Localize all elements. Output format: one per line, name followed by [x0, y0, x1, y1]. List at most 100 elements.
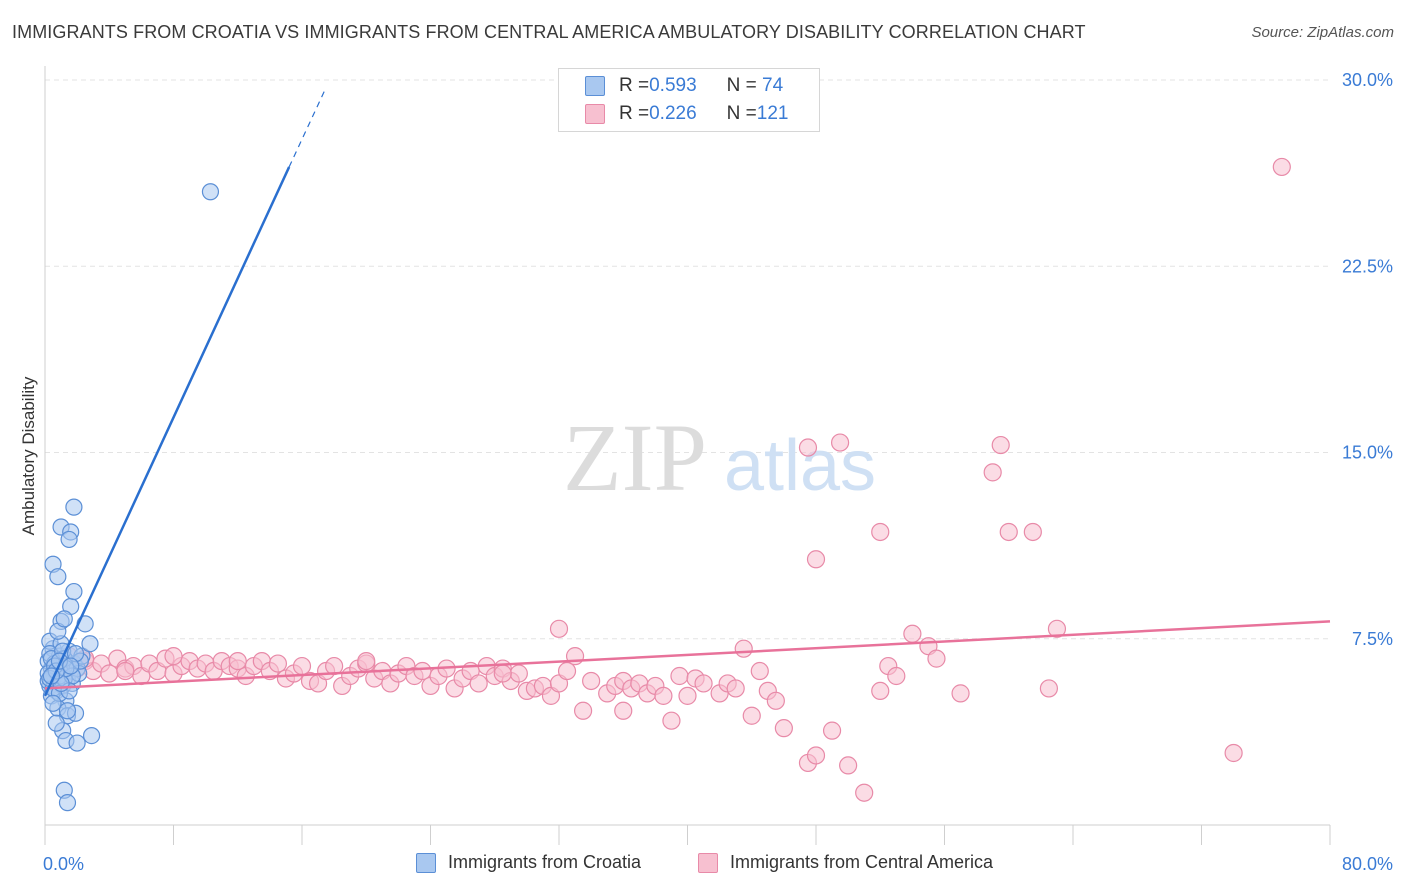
- data-point-croatia: [49, 568, 67, 586]
- bottom-legend-swatch-central-america: [698, 852, 718, 873]
- data-point-central-america: [549, 619, 569, 638]
- data-point-central-america: [927, 649, 946, 668]
- trend-line-central-america: [44, 620, 1331, 690]
- data-point-central-america: [798, 438, 818, 457]
- data-point-central-america: [830, 433, 850, 452]
- legend-swatch-central-america: [585, 104, 605, 124]
- data-point-central-america: [1224, 743, 1243, 763]
- data-point-central-america: [983, 463, 1002, 482]
- data-point-central-america: [493, 664, 512, 683]
- y-tick-label: 7.5%: [1352, 629, 1393, 649]
- data-point-central-america: [871, 681, 890, 701]
- tick-labels: 7.5% 15.0% 22.5% 30.0% 0.0% 80.0%: [43, 70, 1393, 874]
- watermark: ZIP atlas: [563, 404, 876, 511]
- data-point-central-america: [614, 701, 633, 720]
- data-point-central-america: [357, 651, 376, 671]
- data-point-central-america: [806, 550, 826, 569]
- data-point-central-america: [991, 435, 1010, 455]
- bottom-legend-label-central-america: Immigrants from Central America: [730, 852, 994, 872]
- data-point-central-america: [822, 721, 842, 740]
- y-tick-label: 30.0%: [1342, 70, 1393, 90]
- data-point-central-america: [774, 719, 793, 738]
- data-point-central-america: [573, 701, 593, 720]
- data-point-croatia: [60, 530, 78, 549]
- series-croatia-points: [39, 183, 220, 812]
- legend-r-label: R =: [619, 103, 650, 124]
- grid-lines: [45, 79, 1330, 640]
- legend-r-value: 0.593: [649, 75, 697, 96]
- legend-r-value: 0.226: [649, 103, 697, 124]
- data-point-central-america: [806, 746, 826, 765]
- data-point-central-america: [734, 639, 753, 658]
- data-point-central-america: [871, 522, 890, 542]
- data-point-central-america: [670, 666, 689, 686]
- data-point-central-america: [951, 684, 970, 703]
- legend-n-value: 74: [756, 75, 784, 96]
- y-tick-label: 22.5%: [1342, 256, 1393, 276]
- data-point-croatia: [58, 794, 77, 812]
- data-point-central-america: [839, 756, 858, 775]
- data-point-croatia: [55, 610, 73, 628]
- data-point-central-america: [164, 647, 183, 666]
- data-point-croatia: [82, 726, 101, 745]
- data-point-croatia: [81, 635, 99, 653]
- data-point-central-america: [582, 671, 601, 691]
- data-point-central-america: [1047, 619, 1067, 638]
- chart-title: IMMIGRANTS FROM CROATIA VS IMMIGRANTS FR…: [12, 22, 1086, 42]
- data-point-central-america: [413, 661, 432, 681]
- legend-n-value: 121: [756, 103, 789, 124]
- data-point-central-america: [678, 686, 697, 705]
- trend-line-croatia-extension: [288, 87, 327, 168]
- data-point-central-america: [1039, 679, 1059, 698]
- data-point-central-america: [1023, 522, 1042, 542]
- source-label: Source: ZipAtlas.com: [1251, 24, 1394, 41]
- data-point-central-america: [100, 664, 119, 683]
- data-point-croatia: [65, 582, 83, 601]
- x-tick-label: 0.0%: [43, 854, 84, 874]
- legend-swatch-croatia: [585, 76, 605, 96]
- data-point-central-america: [887, 666, 906, 686]
- data-point-central-america: [726, 679, 745, 698]
- data-point-croatia: [58, 702, 77, 720]
- legend-n-label: N =: [726, 75, 757, 96]
- watermark-zip: ZIP: [563, 404, 707, 511]
- data-point-central-america: [903, 624, 922, 643]
- data-point-central-america: [742, 706, 761, 725]
- trend-line-croatia: [43, 166, 291, 697]
- x-tick-label: 80.0%: [1342, 854, 1393, 874]
- bottom-legend-label-croatia: Immigrants from Croatia: [448, 852, 642, 872]
- data-point-central-america: [766, 691, 785, 710]
- data-point-central-america: [855, 783, 874, 802]
- bottom-legend-croatia: Immigrants from Croatia: [416, 852, 641, 873]
- trend-lines: [43, 87, 1331, 697]
- data-point-central-america: [694, 674, 713, 693]
- data-point-croatia: [62, 657, 80, 675]
- bottom-legend-central-america: Immigrants from Central America: [698, 852, 993, 873]
- data-point-central-america: [268, 654, 288, 673]
- data-point-croatia: [47, 714, 65, 732]
- data-point-croatia: [65, 498, 83, 516]
- data-point-central-america: [292, 656, 312, 676]
- legend-row-central-america: R = 0.226 N = 121: [585, 102, 788, 126]
- data-point-central-america: [999, 522, 1018, 542]
- data-point-central-america: [750, 661, 769, 681]
- correlation-legend: R = 0.593 N = 74 R = 0.226 N = 121: [558, 68, 820, 132]
- y-axis-label: Ambulatory Disability: [19, 376, 38, 535]
- data-point-central-america: [662, 711, 681, 730]
- data-point-central-america: [116, 661, 135, 681]
- watermark-atlas: atlas: [724, 426, 876, 506]
- data-point-central-america: [509, 664, 528, 683]
- legend-n-label: N =: [726, 103, 757, 124]
- data-point-croatia: [44, 694, 62, 712]
- bottom-legend-swatch-croatia: [416, 852, 436, 873]
- data-point-central-america: [1272, 157, 1291, 177]
- data-point-central-america: [557, 661, 577, 681]
- legend-row-croatia: R = 0.593 N = 74: [585, 74, 783, 98]
- data-point-central-america: [654, 686, 673, 705]
- data-point-central-america: [469, 674, 488, 693]
- data-point-central-america: [228, 651, 247, 671]
- data-point-croatia: [68, 734, 86, 752]
- y-tick-label: 15.0%: [1342, 443, 1393, 463]
- legend-r-label: R =: [619, 75, 650, 96]
